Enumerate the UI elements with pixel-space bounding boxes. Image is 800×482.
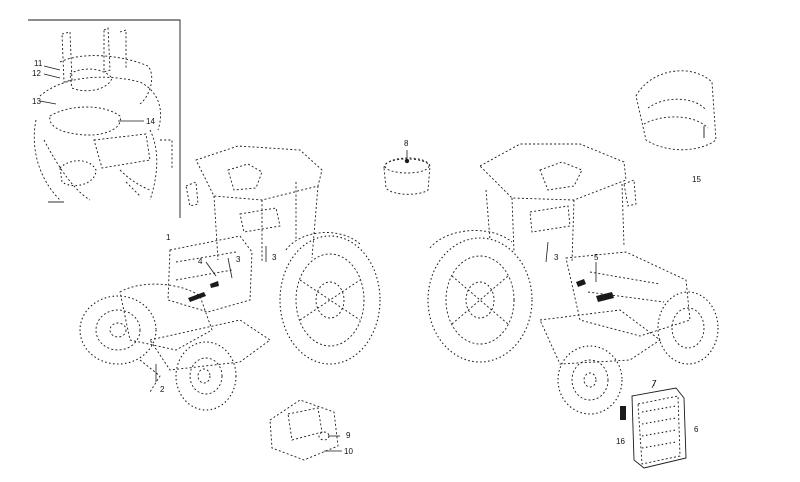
callout-4: 4 <box>198 257 203 266</box>
callout-3b: 3 <box>272 253 277 262</box>
callout-11: 11 <box>34 59 43 68</box>
leader-3c <box>545 241 549 263</box>
callout-1: 1 <box>166 233 171 242</box>
callout-14: 14 <box>146 117 155 126</box>
callout-9: 9 <box>346 431 351 440</box>
callout-5: 5 <box>594 253 599 262</box>
callout-16: 16 <box>616 437 625 446</box>
decal-left-2 <box>210 281 219 288</box>
tractor-right <box>427 143 719 415</box>
cab-interior-inset <box>28 19 181 218</box>
callout-7: 7 <box>652 379 657 388</box>
leader-7 <box>651 379 657 389</box>
leader-13 <box>39 100 57 105</box>
decal-right-2 <box>576 279 586 287</box>
callout-12: 12 <box>32 69 41 78</box>
leader-3a <box>227 257 233 279</box>
callout-3c: 3 <box>554 253 559 262</box>
callout-13: 13 <box>32 97 41 106</box>
part-9-bracket <box>269 399 342 461</box>
part-16-terminal <box>620 406 626 420</box>
leader-12 <box>43 73 61 79</box>
decal-right <box>596 292 614 302</box>
part-6-module <box>620 379 687 469</box>
callout-10: 10 <box>344 447 353 456</box>
callout-8: 8 <box>404 139 409 148</box>
part-8-cap <box>383 150 431 195</box>
tractor-left <box>79 145 381 411</box>
callout-3a: 3 <box>236 255 241 264</box>
decal-left <box>188 292 206 302</box>
callout-15: 15 <box>692 175 701 184</box>
leader-4 <box>205 261 217 277</box>
leader-11 <box>43 65 61 71</box>
callout-2: 2 <box>160 385 165 394</box>
part-15-cover <box>635 70 717 151</box>
callout-6: 6 <box>694 425 699 434</box>
